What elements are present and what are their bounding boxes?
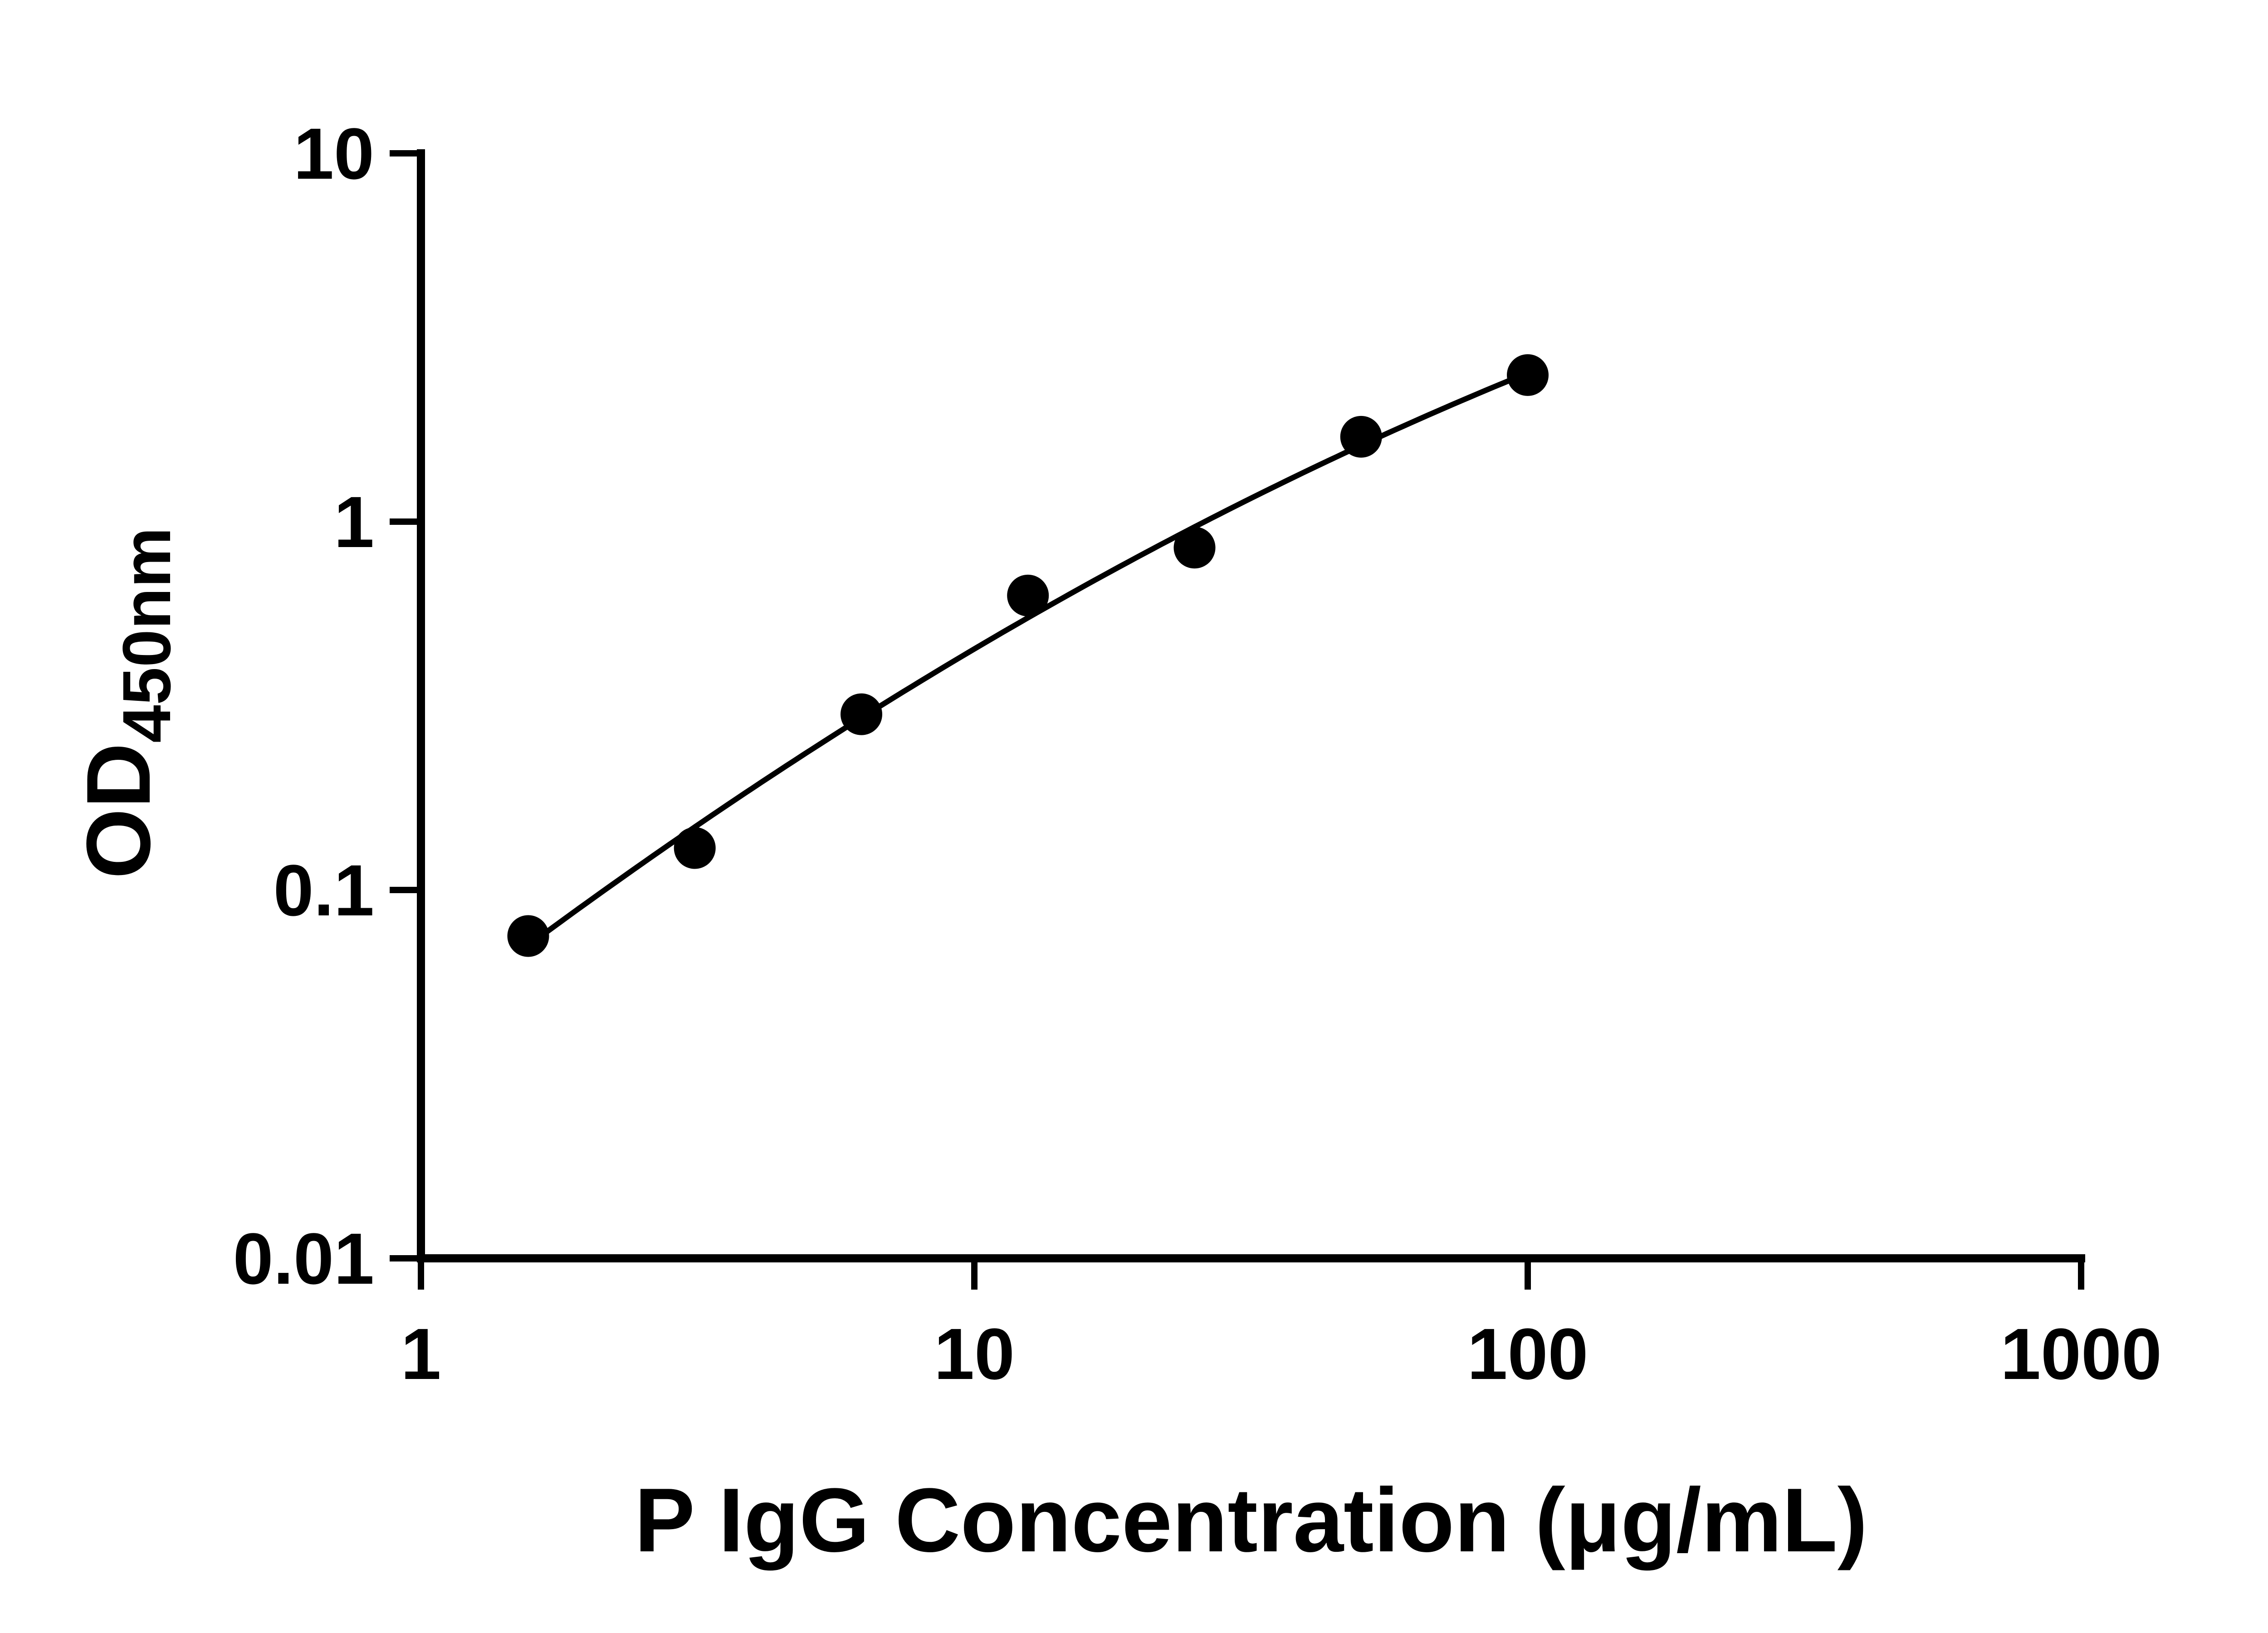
data-point xyxy=(1507,354,1549,396)
data-point xyxy=(841,693,882,735)
x-tick-label: 100 xyxy=(1467,1313,1589,1394)
x-tick-label: 10 xyxy=(934,1313,1015,1394)
y-tick-label: 0.1 xyxy=(274,850,374,931)
y-tick-label: 1 xyxy=(334,481,374,562)
data-point xyxy=(1173,527,1216,569)
data-point xyxy=(674,827,716,869)
data-point xyxy=(1007,574,1049,616)
y-axis-title-main: OD xyxy=(68,743,169,879)
x-tick-label: 1 xyxy=(401,1313,441,1394)
y-tick-label: 10 xyxy=(293,113,374,194)
x-tick-label: 1000 xyxy=(2000,1313,2162,1394)
y-axis-title-sub: 450nm xyxy=(108,527,185,743)
data-point xyxy=(507,915,549,957)
y-tick-label: 0.01 xyxy=(233,1218,374,1299)
data-point xyxy=(1340,416,1382,458)
x-axis-title: P IgG Concentration (μg/mL) xyxy=(635,1470,1868,1571)
y-axis-title: OD450nm xyxy=(68,527,185,879)
